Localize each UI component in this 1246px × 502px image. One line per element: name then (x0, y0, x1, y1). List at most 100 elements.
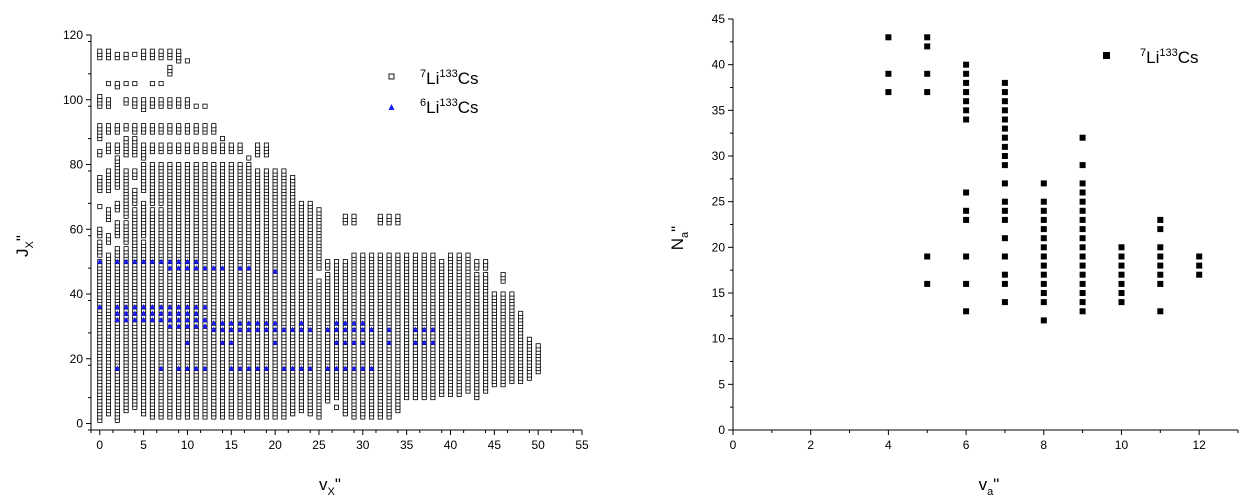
data-point-7li133cs (1196, 271, 1203, 278)
data-point-7li133cs (1157, 244, 1164, 251)
data-point-7li133cs (123, 136, 129, 142)
data-point-7li133cs (132, 81, 138, 87)
data-point-7li133cs (106, 48, 112, 54)
legend-label: 6Li133Cs (420, 97, 479, 117)
data-point-7li133cs (219, 142, 225, 148)
data-point-7li133cs (491, 291, 497, 297)
data-point-7li133cs (1001, 280, 1008, 287)
data-point-7li133cs (500, 291, 506, 297)
data-point-7li133cs (1157, 308, 1164, 315)
data-point-7li133cs (97, 149, 103, 155)
data-point-7li133cs (255, 142, 261, 148)
data-point-7li133cs (333, 404, 339, 410)
data-point-7li133cs (963, 280, 970, 287)
data-point-7li133cs (360, 252, 366, 258)
legend-label: 7Li133Cs (420, 68, 479, 88)
data-point-7li133cs (272, 168, 278, 174)
y-tick-label: 100 (63, 93, 83, 107)
y-tick-label: 0 (76, 417, 83, 431)
data-point-7li133cs (97, 94, 103, 100)
data-point-7li133cs (97, 123, 103, 129)
data-point-7li133cs (1001, 89, 1008, 96)
data-point-7li133cs (123, 168, 129, 174)
data-point-7li133cs (483, 259, 489, 265)
axis-label-subscript: X (24, 240, 36, 248)
data-point-7li133cs (1001, 79, 1008, 86)
y-tick-label: 10 (712, 332, 726, 346)
axis-label-main: v (319, 475, 328, 494)
x-tick-label: 55 (575, 438, 589, 452)
data-point-7li133cs (184, 161, 190, 167)
legend-element: Cs (1178, 48, 1199, 67)
data-point-7li133cs (1040, 207, 1047, 214)
data-point-7li133cs (1040, 198, 1047, 205)
data-point-7li133cs (386, 252, 392, 258)
data-point-7li133cs (1040, 271, 1047, 278)
data-point-7li133cs (1079, 290, 1086, 296)
legend-label: 7Li133Cs (1140, 47, 1199, 67)
data-point-7li133cs (228, 161, 234, 167)
data-point-7li133cs (509, 291, 515, 297)
data-point-7li133cs (1079, 189, 1086, 196)
data-point-7li133cs (1157, 280, 1164, 287)
data-point-7li133cs (483, 272, 489, 278)
legend-element: Li (1146, 48, 1159, 67)
data-point-7li133cs (184, 97, 190, 103)
data-point-7li133cs (351, 252, 357, 258)
data-point-7li133cs (1079, 253, 1086, 260)
data-point-7li133cs (1001, 98, 1008, 105)
x-tick-label: 6 (963, 438, 970, 452)
data-point-7li133cs (333, 259, 339, 265)
x-axis-label: vX" (319, 475, 341, 498)
x-tick-label: 2 (807, 438, 814, 452)
data-point-7li133cs (141, 97, 147, 103)
data-point-7li133cs (526, 336, 532, 342)
data-point-7li133cs (421, 252, 427, 258)
data-point-7li133cs (1001, 299, 1008, 306)
data-point-7li133cs (1001, 116, 1008, 123)
data-point-7li133cs (97, 239, 103, 245)
data-point-7li133cs (1157, 216, 1164, 223)
data-point-7li133cs (1001, 134, 1008, 141)
data-point-7li133cs (167, 161, 173, 167)
axis-label-prime: " (668, 226, 687, 232)
data-point-7li133cs (474, 259, 480, 265)
data-point-7li133cs (924, 43, 931, 50)
data-point-7li133cs (176, 97, 182, 103)
x-tick-label: 45 (488, 438, 502, 452)
data-point-7li133cs (246, 161, 252, 167)
legend-mass-number: 133 (1159, 47, 1177, 59)
data-point-7li133cs (1040, 317, 1047, 324)
y-tick-label: 20 (70, 352, 84, 366)
x-tick-label: 12 (1192, 438, 1206, 452)
legend-mass-number: 133 (439, 68, 457, 80)
data-point-7li133cs (377, 252, 383, 258)
data-point-7li133cs (1001, 198, 1008, 205)
data-point-7li133cs (106, 233, 112, 239)
data-point-7li133cs (97, 48, 103, 54)
data-point-7li133cs (474, 272, 480, 278)
data-point-7li133cs (1040, 290, 1047, 296)
data-point-7li133cs (97, 204, 103, 210)
y-tick-label: 60 (70, 222, 84, 236)
data-point-7li133cs (167, 64, 173, 70)
data-point-7li133cs (924, 34, 931, 41)
data-point-7li133cs (1079, 216, 1086, 223)
data-point-7li133cs (963, 70, 970, 77)
axis-label-main: J (13, 248, 32, 257)
data-point-7li133cs (1001, 143, 1008, 150)
data-point-7li133cs (924, 70, 931, 77)
data-point-7li133cs (123, 220, 129, 226)
data-point-7li133cs (158, 97, 164, 103)
data-point-7li133cs (158, 81, 164, 87)
data-point-7li133cs (1040, 226, 1047, 233)
data-point-7li133cs (106, 142, 112, 148)
data-point-7li133cs (158, 123, 164, 129)
data-point-7li133cs (184, 142, 190, 148)
data-point-7li133cs (141, 48, 147, 54)
data-point-7li133cs (307, 200, 313, 206)
x-tick-label: 0 (96, 438, 103, 452)
data-point-7li133cs (386, 213, 392, 219)
data-point-7li133cs (1157, 262, 1164, 269)
data-point-7li133cs (1079, 180, 1086, 187)
